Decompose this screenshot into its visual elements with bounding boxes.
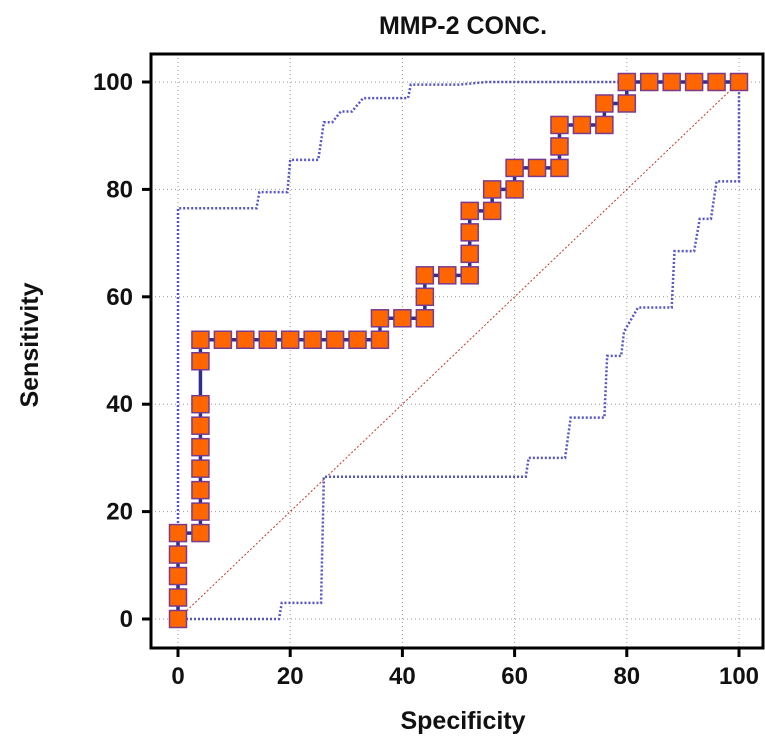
- roc-point: [460, 201, 479, 221]
- roc-point: [595, 94, 614, 113]
- roc-point: [213, 330, 233, 350]
- roc-point: [729, 72, 749, 92]
- x-axis-label: Specificity: [400, 707, 525, 735]
- roc-point: [550, 115, 569, 135]
- roc-point: [415, 309, 435, 328]
- roc-point: [550, 137, 569, 156]
- roc-point: [370, 309, 390, 328]
- plot-area: 0 20 40 60 80 100 0 20 40 60 80 100: [93, 52, 765, 690]
- y-tick-label: 40: [106, 391, 133, 418]
- roc-point: [168, 609, 188, 629]
- y-axis-label: Sensitivity: [16, 282, 44, 407]
- roc-point: [460, 223, 479, 242]
- roc-point: [191, 351, 210, 371]
- roc-point: [482, 201, 502, 221]
- x-tick-label: 60: [501, 663, 528, 690]
- y-tick-label: 80: [106, 176, 133, 203]
- roc-point: [168, 545, 188, 564]
- roc-point: [550, 158, 569, 178]
- roc-point: [191, 523, 210, 543]
- roc-point: [393, 309, 412, 328]
- roc-point: [168, 566, 188, 586]
- roc-point: [460, 266, 479, 285]
- roc-point: [505, 158, 524, 178]
- roc-point: [415, 266, 435, 285]
- roc-point: [191, 459, 210, 478]
- roc-point: [168, 588, 188, 607]
- chart-title: MMP-2 CONC.: [379, 12, 547, 40]
- roc-point: [707, 72, 726, 92]
- roc-point: [370, 330, 390, 350]
- roc-point: [325, 330, 345, 350]
- roc-point: [438, 266, 457, 285]
- roc-point: [460, 244, 479, 264]
- roc-point: [572, 115, 592, 135]
- ci-upper-line: [176, 80, 739, 619]
- roc-point: [482, 180, 502, 199]
- roc-point: [258, 330, 278, 350]
- roc-point: [617, 94, 637, 113]
- roc-point: [191, 416, 210, 435]
- x-tick-label: 0: [171, 663, 184, 690]
- roc-point: [280, 330, 300, 350]
- roc-point: [191, 502, 210, 521]
- roc-point: [191, 394, 210, 414]
- plot-frame: [149, 52, 765, 650]
- roc-point: [348, 330, 367, 350]
- reference-line: [177, 81, 740, 620]
- roc-point: [639, 72, 659, 92]
- roc-point: [191, 330, 210, 350]
- y-tick-label: 0: [120, 606, 133, 633]
- roc-point: [236, 330, 255, 350]
- roc-point: [617, 72, 637, 92]
- roc-point: [505, 180, 524, 199]
- x-tick-label: 20: [277, 663, 304, 690]
- roc-point: [303, 330, 322, 350]
- y-tick-label: 20: [106, 499, 133, 526]
- roc-point: [415, 287, 435, 307]
- roc-point: [191, 480, 210, 500]
- roc-point: [684, 72, 704, 92]
- y-tick-label: 60: [106, 284, 133, 311]
- x-tick-label: 40: [389, 663, 416, 690]
- roc-point: [595, 115, 614, 135]
- y-tick-label: 100: [93, 69, 133, 96]
- roc-point: [191, 437, 210, 457]
- x-tick-label: 100: [719, 663, 759, 690]
- roc-point: [527, 158, 547, 178]
- roc-point: [662, 72, 681, 92]
- x-tick-label: 80: [613, 663, 640, 690]
- roc-point: [168, 523, 188, 543]
